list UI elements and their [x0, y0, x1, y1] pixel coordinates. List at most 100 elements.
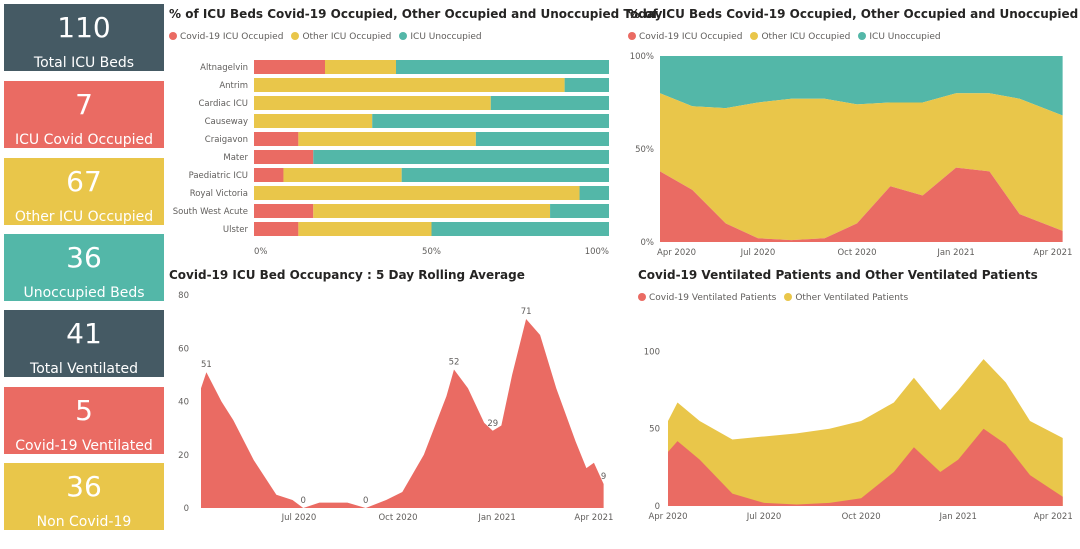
y-tick-label: 20	[178, 451, 189, 461]
x-tick-label: Apr 2021	[1033, 248, 1072, 258]
x-tick-label: Jul 2020	[746, 512, 782, 522]
legend-item: Other ICU Occupied	[291, 32, 391, 42]
kpi-value: 36	[66, 241, 102, 274]
kpi-card: 5 Covid-19 Ventilated	[4, 387, 164, 454]
y-tick-label: 40	[178, 398, 189, 408]
x-tick-label: Apr 2020	[657, 248, 696, 258]
legend-item: Covid-19 ICU Occupied	[628, 32, 742, 42]
data-label: 51	[201, 360, 212, 370]
y-tick-label: 100%	[630, 52, 654, 62]
kpi-card: 36 Unoccupied Beds	[4, 234, 164, 301]
bar-segment	[254, 186, 580, 200]
chart1-legend: Covid-19 ICU Occupied Other ICU Occupied I…	[169, 32, 490, 42]
rolling-average-area-chart: 0 20 40 60 80 Jul 2020 Oct 2020 Jan 2021 Apr 202…	[178, 291, 613, 523]
category-label: Royal Victoria	[190, 189, 248, 199]
kpi-card: 67 Other ICU Occupied	[4, 158, 164, 225]
bar-segment	[372, 114, 609, 128]
legend-label: Covid-19 ICU Occupied	[639, 32, 743, 42]
kpi-value: 7	[75, 88, 93, 121]
x-tick-label: 100%	[585, 247, 609, 257]
x-tick-label: Apr 2021	[574, 513, 613, 523]
y-tick-label: 50%	[635, 145, 654, 155]
kpi-label: Non Covid-19 Ventilated	[36, 514, 132, 548]
legend-dot	[638, 293, 646, 301]
bar-segment	[313, 204, 551, 218]
data-label: 0	[363, 496, 368, 506]
kpi-value: 36	[66, 470, 102, 503]
ventilated-area-chart: 0 50 100 Apr 2020 Jul 2020 Oct 2020 Jan 2021 Ap…	[644, 347, 1073, 522]
area-band	[660, 167, 1063, 242]
category-label: Craigavon	[205, 135, 248, 145]
legend-label: Covid-19 Ventilated Patients	[649, 293, 777, 303]
y-tick-label: 0	[655, 502, 660, 512]
kpi-card: 7 ICU Covid Occupied	[4, 81, 164, 148]
category-label: Mater	[223, 153, 248, 163]
legend-dot	[750, 32, 759, 40]
x-tick-label: Jan 2021	[936, 248, 974, 258]
chart4-title: Covid-19 Ventilated Patients and Other V…	[638, 268, 1038, 282]
bar-segment	[254, 222, 299, 236]
legend-dot	[399, 32, 408, 40]
legend-dot	[169, 32, 177, 40]
bar-segment	[254, 168, 284, 182]
kpi-card: 110 Total ICU Beds	[4, 4, 164, 71]
data-label: 52	[449, 358, 460, 368]
area-band	[660, 56, 1063, 116]
kpi-label: ICU Covid Occupied	[14, 132, 154, 148]
y-tick-label: 60	[178, 344, 189, 354]
y-tick-label: 100	[644, 347, 660, 357]
kpi-label: Other ICU Occupied	[14, 209, 154, 225]
legend-item: Covid-19 ICU Occupied	[169, 32, 283, 42]
bar-segment	[254, 204, 314, 218]
x-tick-label: 50%	[422, 247, 441, 257]
bar-segment	[564, 78, 609, 92]
chart2-legend: Covid-19 ICU Occupied Other ICU Occupied I…	[628, 32, 949, 42]
category-label: Altnagelvin	[200, 63, 248, 73]
bar-segment	[298, 222, 432, 236]
chart2-title: % of ICU Beds Covid-19 Occupied, Other O…	[628, 7, 1079, 21]
x-tick-label: Oct 2020	[842, 512, 881, 522]
legend-item: Other ICU Occupied	[750, 32, 850, 42]
bar-segment	[325, 60, 396, 74]
bar-segment	[550, 204, 609, 218]
category-label: South West Acute	[173, 207, 248, 217]
legend-label: Other Ventilated Patients	[795, 293, 909, 303]
category-label: Paediatric ICU	[189, 171, 248, 181]
bar-segment	[396, 60, 609, 74]
x-tick-label: 0%	[254, 247, 268, 257]
legend-label: ICU Unoccupied	[410, 32, 482, 42]
x-tick-label: Apr 2020	[648, 512, 687, 522]
bar-segment	[313, 150, 609, 164]
y-tick-label: 0%	[641, 238, 655, 248]
legend-label: Other ICU Occupied	[302, 32, 392, 42]
legend-item: Other Ventilated Patients	[784, 293, 908, 303]
data-label: 9	[601, 472, 606, 482]
x-tick-label: Jul 2020	[281, 513, 317, 523]
x-tick-label: Apr 2021	[1034, 512, 1073, 522]
legend-label: ICU Unoccupied	[869, 32, 941, 42]
category-label: Ulster	[223, 225, 249, 235]
area-series	[201, 318, 604, 508]
legend-dot	[628, 32, 636, 40]
bar-segment	[254, 96, 491, 110]
kpi-label: Covid-19 Ventilated	[15, 438, 153, 454]
area-band	[660, 93, 1063, 241]
kpi-value: 41	[66, 317, 102, 350]
bar-segment	[254, 132, 299, 146]
legend-item: ICU Unoccupied	[399, 32, 482, 42]
y-tick-label: 0	[184, 504, 189, 514]
legend-dot	[291, 32, 300, 40]
x-tick-label: Oct 2020	[837, 248, 876, 258]
chart1-title: % of ICU Beds Covid-19 Occupied, Other O…	[169, 7, 663, 21]
chart4-legend: Covid-19 Ventilated Patients Other Ventil…	[638, 293, 916, 303]
x-tick-label: Oct 2020	[378, 513, 417, 523]
hospital-bar-chart: Altnagelvin Antrim Cardiac ICU Causeway Crai…	[173, 60, 609, 257]
bar-segment	[431, 222, 609, 236]
bar-segment	[401, 168, 609, 182]
kpi-label: Total ICU Beds	[33, 55, 135, 71]
category-label: Antrim	[219, 81, 248, 91]
bar-segment	[254, 78, 565, 92]
y-tick-label: 50	[649, 425, 660, 435]
legend-dot	[784, 293, 793, 301]
